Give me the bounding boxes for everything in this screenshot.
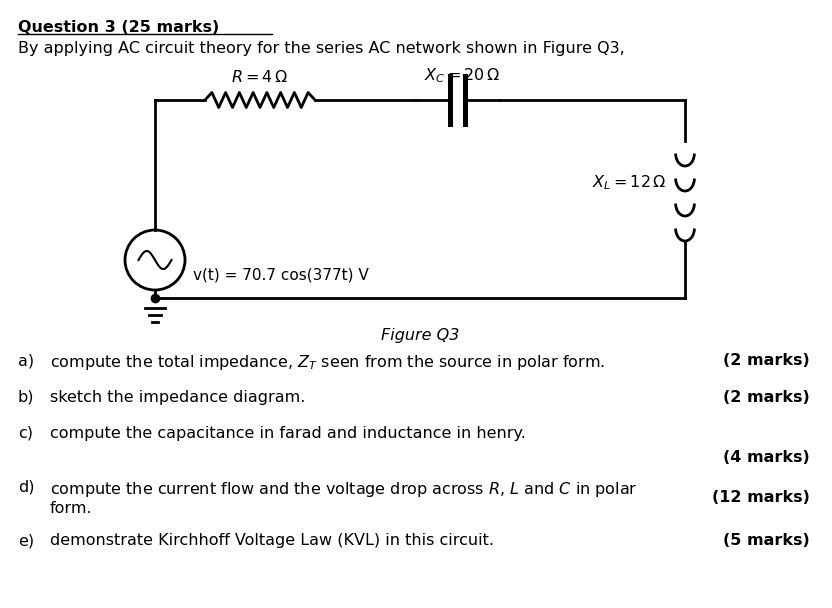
Text: By applying AC circuit theory for the series AC network shown in Figure Q3,: By applying AC circuit theory for the se… [18, 41, 625, 56]
Text: b): b) [18, 390, 34, 405]
Text: compute the capacitance in farad and inductance in henry.: compute the capacitance in farad and ind… [50, 426, 526, 441]
Text: v(t) = 70.7 cos(377t) V: v(t) = 70.7 cos(377t) V [193, 268, 369, 283]
Text: $X_C = 20\,\Omega$: $X_C = 20\,\Omega$ [424, 66, 501, 85]
Text: a): a) [18, 353, 34, 368]
Text: (5 marks): (5 marks) [723, 533, 810, 548]
Text: (2 marks): (2 marks) [723, 390, 810, 405]
Text: d): d) [18, 480, 34, 495]
Text: e): e) [18, 533, 34, 548]
Text: (4 marks): (4 marks) [723, 450, 810, 465]
Text: c): c) [18, 426, 33, 441]
Text: sketch the impedance diagram.: sketch the impedance diagram. [50, 390, 305, 405]
Text: compute the total impedance, $Z_T$ seen from the source in polar form.: compute the total impedance, $Z_T$ seen … [50, 353, 606, 372]
Text: compute the current flow and the voltage drop across $R$, $L$ and $C$ in polar
f: compute the current flow and the voltage… [50, 480, 637, 516]
Text: Question 3 (25 marks): Question 3 (25 marks) [18, 20, 220, 35]
Text: Figure Q3: Figure Q3 [381, 328, 459, 343]
Text: (2 marks): (2 marks) [723, 353, 810, 368]
Text: $X_L = 12\,\Omega$: $X_L = 12\,\Omega$ [592, 174, 667, 192]
Text: demonstrate Kirchhoff Voltage Law (KVL) in this circuit.: demonstrate Kirchhoff Voltage Law (KVL) … [50, 533, 494, 548]
Text: (12 marks): (12 marks) [712, 490, 810, 505]
Text: $R = 4\,\Omega$: $R = 4\,\Omega$ [231, 69, 289, 85]
